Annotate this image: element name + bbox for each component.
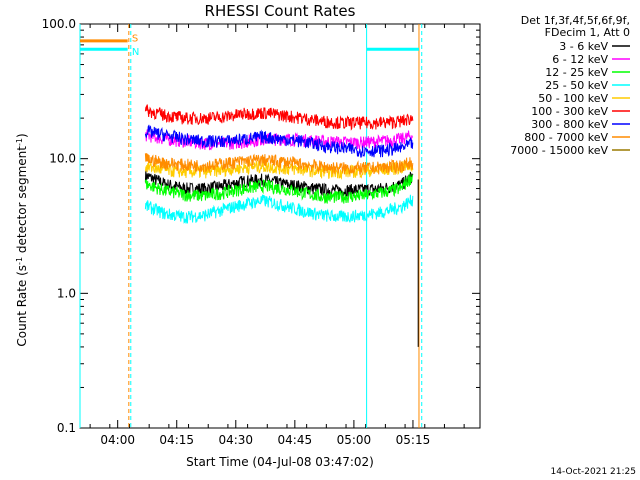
- series-line-7: [144, 153, 414, 175]
- x-axis: 04:00 04:15 04:30 04:45 05:00 05:15: [89, 24, 465, 447]
- legend-label: 3 - 6 keV: [559, 40, 608, 53]
- series-line-5: [144, 104, 414, 131]
- legend-label: 100 - 300 keV: [531, 105, 608, 118]
- x-tick-label: 04:15: [159, 433, 194, 447]
- series-layer: [144, 104, 419, 347]
- chart-title: RHESSI Count Rates: [205, 2, 356, 20]
- plot-frame: [79, 23, 481, 429]
- legend-label: 12 - 25 keV: [545, 66, 608, 79]
- legend-label: 300 - 800 keV: [531, 118, 608, 131]
- y-axis-label: Count Rate (s-1 detector segment-1): [15, 133, 30, 346]
- y-axis: 0.1 1.0 10.0 100.0: [42, 17, 480, 435]
- attenuator-flag-n: N: [132, 47, 139, 58]
- series-line-2: [144, 174, 414, 204]
- y-tick-label: 100.0: [42, 17, 76, 31]
- legend-label: 6 - 12 keV: [552, 53, 608, 66]
- y-tick-label: 1.0: [57, 286, 76, 300]
- legend-label: 50 - 100 keV: [538, 92, 608, 105]
- y-tick-label: 10.0: [49, 152, 76, 166]
- legend: Det 1f,3f,4f,5f,6f,9f,FDecim 1, Att 03 -…: [510, 14, 630, 157]
- legend-header-line: FDecim 1, Att 0: [545, 26, 630, 39]
- series-line-3: [144, 194, 414, 224]
- footer-timestamp: 14-Oct-2021 21:25: [551, 467, 636, 477]
- legend-label: 7000 - 15000 keV: [510, 144, 608, 157]
- x-tick-label: 05:15: [396, 433, 431, 447]
- series-line-6: [144, 124, 414, 158]
- x-axis-label: Start Time (04-Jul-08 03:47:02): [186, 455, 374, 469]
- legend-label: 800 - 7000 keV: [524, 131, 608, 144]
- series-line-4: [144, 160, 414, 180]
- x-tick-label: 05:00: [337, 433, 372, 447]
- attenuator-overlay: SN: [79, 24, 423, 428]
- y-tick-label: 0.1: [57, 421, 76, 435]
- x-tick-label: 04:30: [218, 433, 253, 447]
- attenuator-flag-s: S: [132, 34, 138, 45]
- x-tick-label: 04:00: [100, 433, 135, 447]
- legend-label: 25 - 50 keV: [545, 79, 608, 92]
- plot-area: [79, 23, 481, 429]
- legend-header-line: Det 1f,3f,4f,5f,6f,9f,: [521, 14, 630, 27]
- x-tick-label: 04:45: [278, 433, 313, 447]
